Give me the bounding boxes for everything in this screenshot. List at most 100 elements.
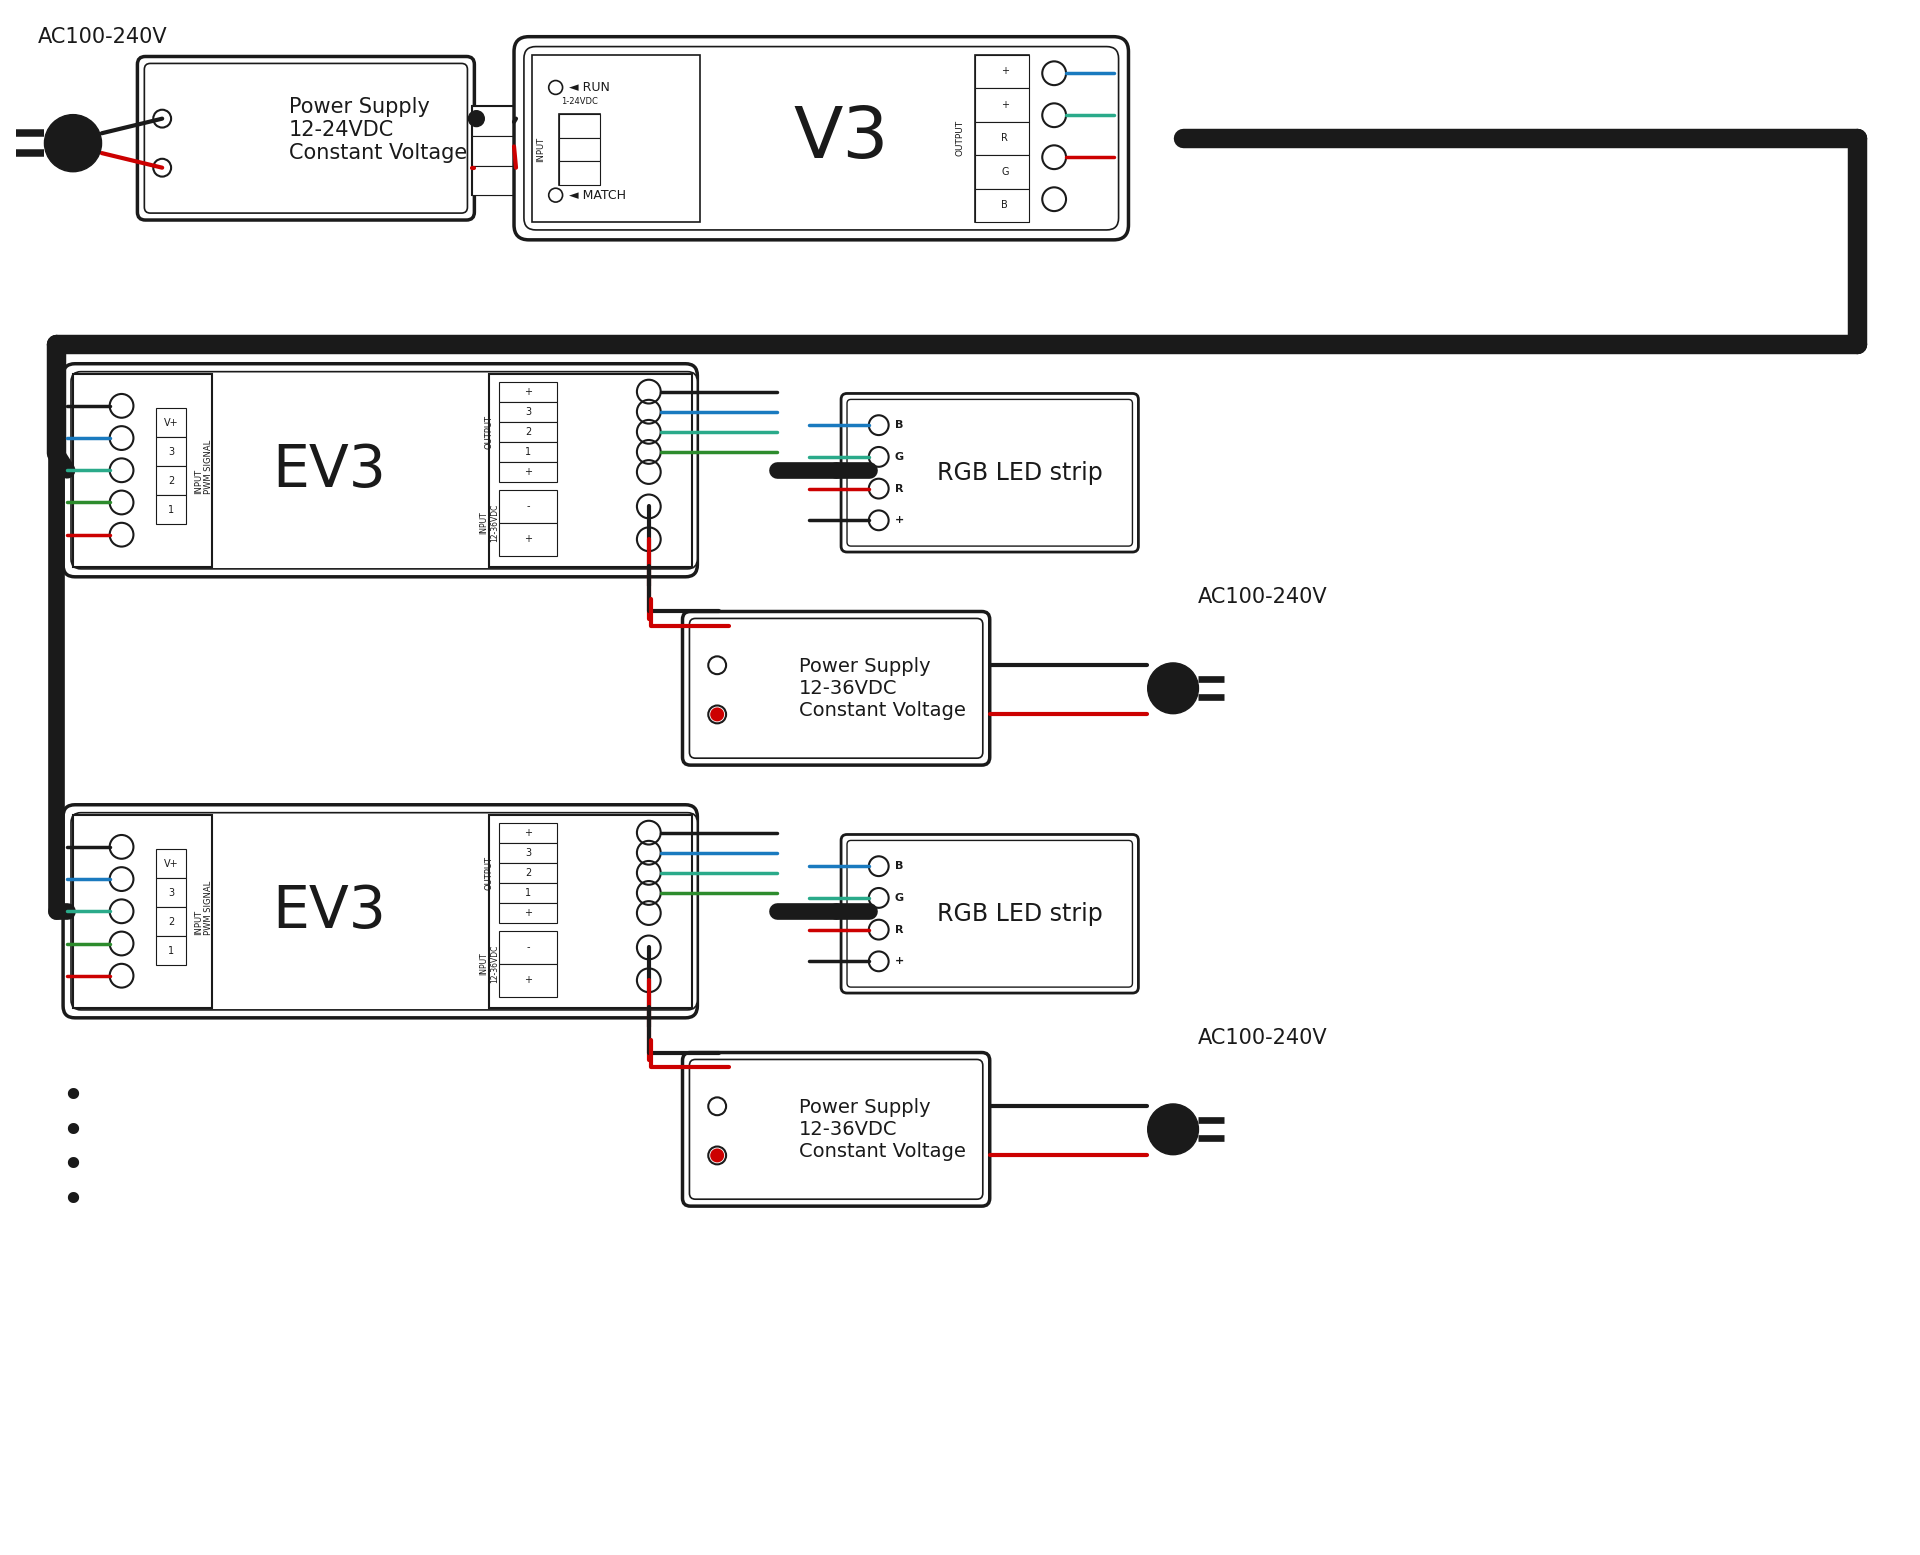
Text: -: - — [526, 501, 530, 512]
Text: INPUT: INPUT — [536, 137, 545, 162]
Text: RGB LED strip: RGB LED strip — [937, 460, 1102, 485]
Text: R: R — [895, 484, 902, 493]
Bar — [156, 936, 186, 966]
Circle shape — [468, 110, 484, 126]
Text: R: R — [895, 925, 902, 935]
Bar — [472, 135, 516, 165]
Bar — [975, 156, 1029, 188]
Text: •: • — [61, 1113, 84, 1151]
Text: 1: 1 — [169, 505, 175, 515]
Text: +: + — [524, 908, 532, 917]
Text: •: • — [61, 1148, 84, 1185]
Bar — [559, 162, 601, 185]
Bar — [499, 903, 557, 924]
Text: 1-24VDC: 1-24VDC — [561, 98, 597, 106]
Text: +: + — [524, 827, 532, 838]
Text: Power Supply
12-24VDC
Constant Voltage: Power Supply 12-24VDC Constant Voltage — [290, 96, 467, 163]
Bar — [73, 815, 211, 1008]
Bar — [559, 114, 601, 137]
Bar — [975, 54, 1029, 222]
Bar — [156, 908, 186, 936]
Bar — [472, 106, 516, 135]
Bar — [156, 849, 186, 879]
FancyBboxPatch shape — [63, 805, 697, 1019]
FancyBboxPatch shape — [71, 813, 697, 1009]
Text: EV3: EV3 — [273, 442, 386, 499]
Text: •: • — [61, 1182, 84, 1221]
Bar — [499, 462, 557, 482]
Text: OUTPUT: OUTPUT — [484, 855, 493, 889]
Bar — [499, 401, 557, 421]
Bar — [499, 490, 557, 522]
Bar — [156, 409, 186, 437]
Bar — [975, 54, 1029, 89]
Bar — [156, 496, 186, 524]
Circle shape — [44, 115, 102, 171]
Bar — [499, 964, 557, 997]
Bar — [499, 931, 557, 964]
Text: +: + — [1000, 67, 1008, 76]
Bar — [499, 421, 557, 442]
Bar — [559, 137, 601, 162]
Text: EV3: EV3 — [273, 883, 386, 939]
Text: 2: 2 — [524, 868, 532, 879]
Text: R: R — [1002, 134, 1008, 143]
FancyBboxPatch shape — [689, 1059, 983, 1199]
Bar — [499, 863, 557, 883]
Text: +: + — [524, 535, 532, 544]
Text: +: + — [524, 975, 532, 986]
FancyBboxPatch shape — [841, 835, 1139, 994]
Text: B: B — [1002, 201, 1008, 210]
FancyBboxPatch shape — [515, 37, 1129, 239]
Text: -: - — [526, 942, 530, 953]
Text: G: G — [895, 893, 904, 903]
Text: V3: V3 — [793, 104, 889, 173]
Circle shape — [1148, 1104, 1198, 1155]
Bar — [499, 522, 557, 555]
Text: 1: 1 — [524, 446, 532, 457]
Text: +: + — [895, 515, 904, 526]
Text: ◄ RUN: ◄ RUN — [568, 81, 609, 93]
Text: 3: 3 — [524, 847, 532, 858]
Bar — [73, 373, 211, 568]
FancyBboxPatch shape — [689, 619, 983, 759]
Text: Power Supply
12-36VDC
Constant Voltage: Power Supply 12-36VDC Constant Voltage — [799, 1098, 966, 1162]
Text: V+: V+ — [163, 418, 179, 428]
Bar — [559, 114, 601, 185]
Text: 3: 3 — [169, 888, 175, 897]
Text: +: + — [1000, 100, 1008, 110]
Text: Power Supply
12-36VDC
Constant Voltage: Power Supply 12-36VDC Constant Voltage — [799, 656, 966, 720]
Text: V+: V+ — [163, 858, 179, 869]
Text: AC100-240V: AC100-240V — [1198, 586, 1327, 606]
Text: +: + — [524, 466, 532, 477]
Bar — [490, 815, 693, 1008]
Bar — [975, 89, 1029, 121]
Bar — [975, 121, 1029, 156]
Text: G: G — [1000, 166, 1008, 177]
Text: 3: 3 — [169, 446, 175, 457]
Text: RGB LED strip: RGB LED strip — [937, 902, 1102, 925]
Bar — [532, 54, 701, 222]
FancyBboxPatch shape — [847, 400, 1133, 546]
Circle shape — [710, 1149, 724, 1162]
Circle shape — [1148, 662, 1198, 714]
Circle shape — [710, 709, 724, 720]
Text: 2: 2 — [524, 426, 532, 437]
FancyBboxPatch shape — [841, 393, 1139, 552]
FancyBboxPatch shape — [682, 1053, 989, 1207]
Text: +: + — [895, 956, 904, 966]
FancyBboxPatch shape — [138, 56, 474, 219]
Text: ◄ MATCH: ◄ MATCH — [568, 188, 626, 202]
Bar — [472, 106, 516, 196]
Bar — [472, 165, 516, 196]
Text: 2: 2 — [167, 476, 175, 485]
Text: INPUT
PWM SIGNAL: INPUT PWM SIGNAL — [194, 880, 213, 935]
Text: 2: 2 — [167, 917, 175, 927]
Text: +: + — [524, 387, 532, 397]
Text: B: B — [895, 420, 902, 431]
Bar — [156, 879, 186, 908]
Text: INPUT
PWM SIGNAL: INPUT PWM SIGNAL — [194, 439, 213, 493]
Bar — [499, 843, 557, 863]
FancyBboxPatch shape — [144, 64, 467, 213]
Bar — [975, 188, 1029, 222]
